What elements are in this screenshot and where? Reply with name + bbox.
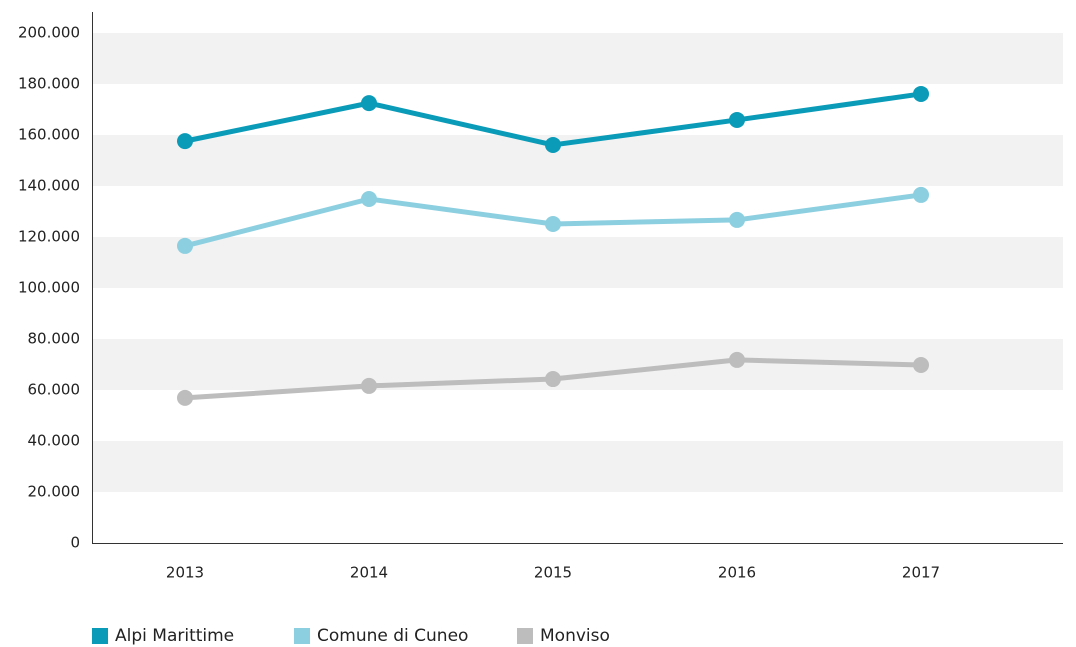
y-tick-label: 160.000 [18,126,80,144]
data-point [361,95,377,112]
x-tick-label: 2016 [718,564,756,582]
y-tick-label: 60.000 [28,381,81,399]
data-point [545,136,561,153]
grid-bands [93,33,1063,492]
data-point [545,371,561,388]
y-tick-label: 140.000 [18,177,80,195]
grid-band [93,33,1063,84]
legend-label: Monviso [540,626,610,646]
data-point [177,133,193,150]
data-point [729,111,745,128]
data-point [913,85,929,102]
y-tick-label: 20.000 [28,483,81,501]
data-point [729,211,745,228]
x-tick-label: 2014 [350,564,388,582]
legend-label: Alpi Marittime [115,626,234,646]
legend-swatch [92,628,108,644]
data-point [913,357,929,374]
y-tick-label: 80.000 [28,330,81,348]
y-tick-label: 0 [70,534,80,552]
data-point [177,237,193,254]
legend-label: Comune di Cuneo [317,626,468,646]
legend-swatch [517,628,533,644]
grid-band [93,237,1063,288]
y-tick-label: 120.000 [18,228,80,246]
data-point [177,389,193,406]
data-point [545,215,561,232]
x-tick-label: 2017 [902,564,940,582]
plot-area [177,85,929,406]
data-point [729,351,745,368]
grid-band [93,441,1063,492]
data-point [913,186,929,203]
legend-swatch [294,628,310,644]
y-tick-label: 200.000 [18,24,80,42]
data-point [361,377,377,394]
x-tick-label: 2015 [534,564,572,582]
data-point [361,191,377,208]
y-tick-label: 40.000 [28,432,81,450]
y-tick-label: 180.000 [18,75,80,93]
y-tick-label: 100.000 [18,279,80,297]
x-tick-label: 2013 [166,564,204,582]
